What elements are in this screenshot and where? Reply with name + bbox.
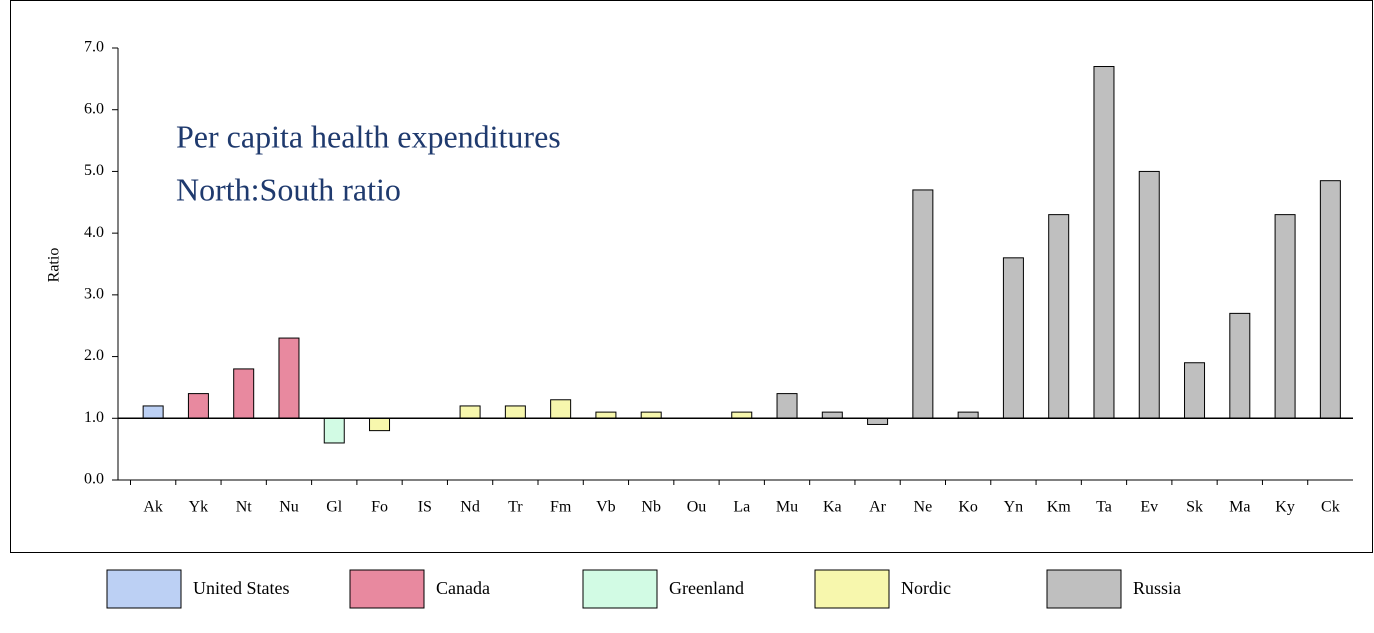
x-tick-label: Fm xyxy=(550,499,572,516)
x-tick-label: IS xyxy=(418,499,432,516)
x-tick-label: La xyxy=(733,499,750,516)
x-tick-label: Nu xyxy=(279,499,299,516)
x-tick-label: Tr xyxy=(508,499,523,516)
legend-swatch xyxy=(1046,569,1122,609)
x-tick-label: Gl xyxy=(326,499,343,516)
x-tick-label: Ar xyxy=(869,499,887,516)
bar xyxy=(776,393,798,419)
y-tick-label: 7.0 xyxy=(84,39,104,56)
bar xyxy=(1274,214,1296,419)
bar xyxy=(550,399,572,419)
x-tick-label: Nb xyxy=(641,499,661,516)
bar xyxy=(640,411,662,419)
y-tick-label: 1.0 xyxy=(84,409,104,426)
x-tick-label: Ck xyxy=(1321,499,1340,516)
bar xyxy=(912,189,934,419)
bar xyxy=(957,411,979,419)
bar xyxy=(1093,66,1115,419)
bar xyxy=(1002,257,1024,419)
x-tick-label: Yn xyxy=(1004,499,1024,516)
chart-frame xyxy=(10,0,1373,553)
bar xyxy=(1229,312,1251,419)
y-tick-label: 0.0 xyxy=(84,471,104,488)
x-tick-label: Ta xyxy=(1096,499,1112,516)
bar xyxy=(1319,180,1341,419)
x-tick-label: Nt xyxy=(236,499,253,516)
legend-label: Greenland xyxy=(669,578,744,598)
x-tick-label: Ne xyxy=(914,499,933,516)
x-tick-label: Ky xyxy=(1275,499,1295,516)
x-tick-label: Sk xyxy=(1186,499,1203,516)
x-tick-label: Ma xyxy=(1229,499,1250,516)
legend-swatch xyxy=(582,569,658,609)
bar xyxy=(1048,214,1070,419)
bar xyxy=(1138,170,1160,419)
chart-subtitle: North:South ratio xyxy=(176,171,401,207)
x-tick-label: Mu xyxy=(776,499,798,516)
x-tick-label: Ka xyxy=(823,499,842,516)
bar xyxy=(731,411,753,419)
x-tick-label: Ko xyxy=(958,499,978,516)
y-tick-label: 3.0 xyxy=(84,286,104,303)
legend-label: Canada xyxy=(436,578,490,598)
bar xyxy=(142,405,164,419)
y-tick-label: 6.0 xyxy=(84,100,104,117)
bar xyxy=(369,417,391,432)
bar xyxy=(867,417,889,425)
y-tick-label: 5.0 xyxy=(84,162,104,179)
bar xyxy=(233,368,255,419)
legend-label: Russia xyxy=(1133,578,1181,598)
x-tick-label: Vb xyxy=(596,499,616,516)
bar xyxy=(323,417,345,444)
legend-swatch xyxy=(814,569,890,609)
x-tick-label: Ev xyxy=(1140,499,1158,516)
bar xyxy=(595,411,617,419)
bar xyxy=(278,337,300,419)
x-tick-label: Ou xyxy=(687,499,707,516)
legend-label: Nordic xyxy=(901,578,951,598)
bar xyxy=(1184,362,1206,419)
y-axis-label: Ratio xyxy=(46,248,63,283)
y-tick-label: 4.0 xyxy=(84,224,104,241)
bar xyxy=(821,411,843,419)
x-tick-label: Yk xyxy=(189,499,209,516)
chart-title: Per capita health expenditures xyxy=(176,118,561,154)
x-tick-label: Fo xyxy=(371,499,388,516)
bar xyxy=(459,405,481,419)
legend-swatch xyxy=(106,569,182,609)
legend-label: United States xyxy=(193,578,290,598)
legend-swatch xyxy=(349,569,425,609)
x-tick-label: Nd xyxy=(460,499,480,516)
x-tick-label: Km xyxy=(1047,499,1072,516)
bar xyxy=(187,393,209,419)
y-tick-label: 2.0 xyxy=(84,347,104,364)
bar xyxy=(504,405,526,419)
x-tick-label: Ak xyxy=(143,499,163,516)
